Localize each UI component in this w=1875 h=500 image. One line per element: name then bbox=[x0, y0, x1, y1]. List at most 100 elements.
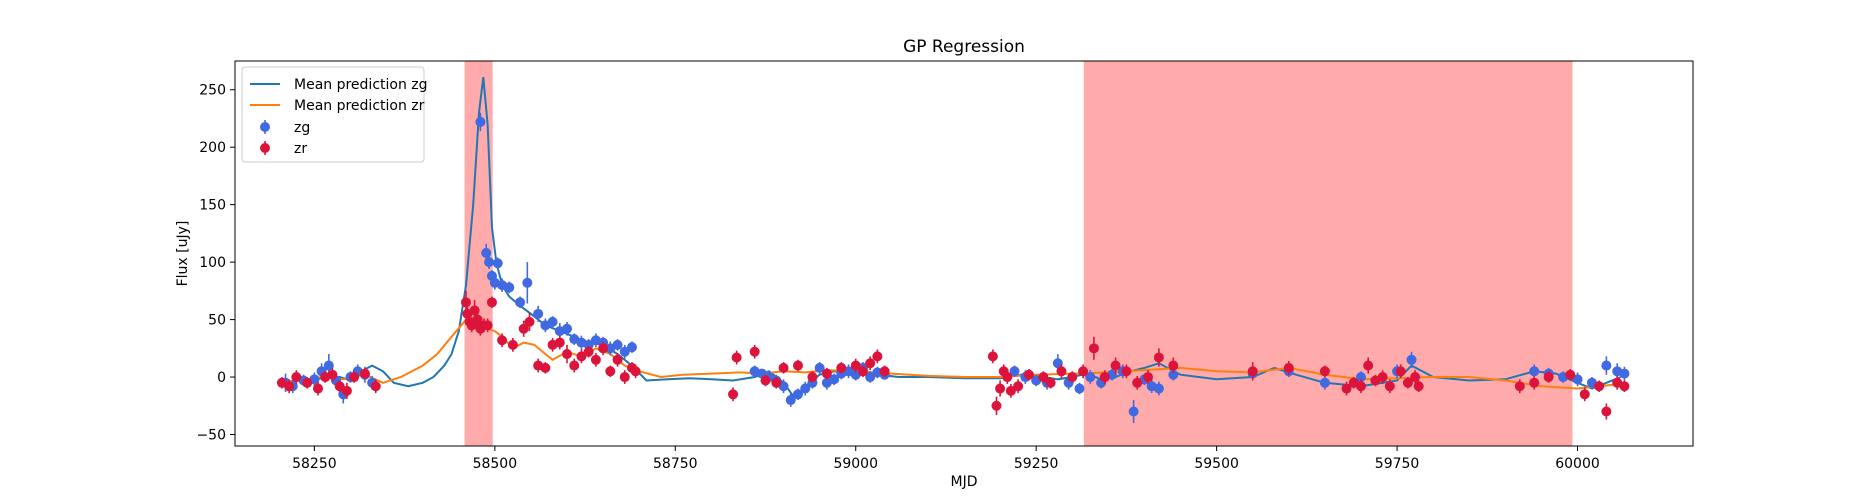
legend-swatch-zg-points bbox=[260, 120, 270, 134]
data-point-zg bbox=[522, 262, 533, 304]
data-point-zr bbox=[630, 364, 641, 379]
marker-zr bbox=[1121, 366, 1132, 377]
data-point-zr bbox=[1023, 369, 1034, 381]
marker-zr bbox=[284, 381, 295, 392]
marker-zr bbox=[1410, 372, 1421, 383]
data-point-zr bbox=[313, 381, 324, 396]
legend: Mean prediction zg Mean prediction zr zg… bbox=[241, 66, 428, 163]
data-point-zr bbox=[728, 387, 739, 402]
data-point-zr bbox=[598, 341, 609, 356]
data-point-zr bbox=[995, 380, 1006, 397]
marker-zr bbox=[1579, 389, 1590, 400]
marker-zr bbox=[630, 366, 641, 377]
marker-zr bbox=[1377, 372, 1388, 383]
legend-marker bbox=[260, 143, 270, 153]
data-point-zr bbox=[1619, 380, 1630, 392]
marker-zr bbox=[1088, 343, 1099, 354]
data-point-zg bbox=[785, 393, 796, 407]
marker-zr bbox=[778, 362, 789, 373]
y-tick-label: 100 bbox=[199, 255, 226, 271]
marker-zr bbox=[1132, 377, 1143, 388]
plot-frame bbox=[234, 60, 1694, 447]
marker-zg bbox=[562, 323, 573, 334]
marker-zr bbox=[1283, 362, 1294, 373]
data-point-zg bbox=[829, 373, 840, 386]
marker-zr bbox=[460, 297, 471, 308]
legend-entry-zr-line: Mean prediction zr bbox=[294, 98, 425, 114]
marker-zg bbox=[1319, 377, 1330, 388]
marker-zg bbox=[547, 316, 558, 327]
marker-zr bbox=[359, 368, 370, 379]
data-point-zr bbox=[760, 374, 771, 387]
data-point-zr bbox=[1565, 369, 1576, 381]
marker-zg bbox=[1355, 372, 1366, 383]
marker-zr bbox=[857, 366, 868, 377]
marker-zr bbox=[865, 358, 876, 369]
data-point-zr bbox=[1056, 364, 1067, 379]
y-axis-label: Flux [uJy] bbox=[175, 221, 191, 287]
marker-zr bbox=[991, 400, 1002, 411]
data-points bbox=[276, 112, 1630, 424]
marker-zg bbox=[1074, 383, 1085, 394]
data-point-zr bbox=[872, 349, 883, 364]
marker-zr bbox=[569, 360, 580, 371]
marker-zr bbox=[792, 360, 803, 371]
data-point-zg bbox=[515, 296, 526, 309]
data-point-zr bbox=[1078, 364, 1089, 379]
data-point-zr bbox=[576, 349, 587, 364]
marker-zr bbox=[497, 335, 508, 346]
data-point-zr bbox=[1413, 380, 1424, 392]
marker-zg bbox=[1601, 360, 1612, 371]
marker-zr bbox=[334, 381, 345, 392]
marker-zg bbox=[626, 342, 637, 353]
data-point-zr bbox=[1395, 364, 1406, 379]
marker-zr bbox=[1341, 383, 1352, 394]
data-point-zr bbox=[486, 296, 497, 309]
marker-zg bbox=[814, 362, 825, 373]
marker-zr bbox=[540, 362, 551, 373]
marker-zr bbox=[598, 343, 609, 354]
marker-zr bbox=[987, 351, 998, 362]
marker-zg bbox=[1052, 358, 1063, 369]
legend-entry-zg-points: zg bbox=[294, 120, 310, 136]
data-point-zr bbox=[1529, 375, 1540, 390]
marker-zg bbox=[792, 389, 803, 400]
x-axis: 58250 58500 58750 59000 59250 59500 59750 60000 bbox=[292, 446, 1600, 472]
data-point-zr bbox=[349, 371, 360, 383]
data-point-zg bbox=[1074, 382, 1085, 395]
data-point-zr bbox=[1402, 377, 1413, 389]
data-point-zr bbox=[583, 346, 594, 358]
data-point-zr bbox=[1038, 371, 1049, 383]
data-point-zg bbox=[814, 362, 825, 374]
data-point-zg bbox=[1319, 375, 1330, 390]
x-tick-label: 60000 bbox=[1555, 456, 1600, 472]
y-tick-label: −50 bbox=[196, 428, 226, 444]
y-tick-label: 200 bbox=[199, 140, 226, 156]
data-point-zr bbox=[792, 359, 803, 372]
legend-marker bbox=[260, 122, 270, 132]
marker-zr bbox=[807, 372, 818, 383]
marker-zg bbox=[323, 360, 334, 371]
data-point-zr bbox=[771, 377, 782, 389]
data-point-zr bbox=[590, 352, 601, 367]
data-point-zr bbox=[482, 318, 493, 333]
marker-zr bbox=[1038, 372, 1049, 383]
marker-zg bbox=[492, 258, 503, 269]
data-point-zg bbox=[792, 388, 803, 401]
data-point-zr bbox=[1377, 370, 1388, 384]
marker-zr bbox=[728, 389, 739, 400]
marker-zr bbox=[1363, 360, 1374, 371]
x-tick-label: 59750 bbox=[1375, 456, 1420, 472]
data-point-zg bbox=[1153, 381, 1164, 396]
data-point-zr bbox=[1132, 375, 1143, 390]
marker-zg bbox=[785, 395, 796, 406]
marker-zr bbox=[879, 366, 890, 377]
data-point-zg bbox=[1009, 365, 1020, 378]
data-point-zg bbox=[619, 344, 630, 359]
legend-entry-zr-points: zr bbox=[294, 141, 307, 157]
data-point-zr bbox=[341, 382, 352, 399]
marker-zr bbox=[1514, 381, 1525, 392]
marker-zr bbox=[760, 375, 771, 386]
data-point-zg bbox=[484, 255, 495, 270]
